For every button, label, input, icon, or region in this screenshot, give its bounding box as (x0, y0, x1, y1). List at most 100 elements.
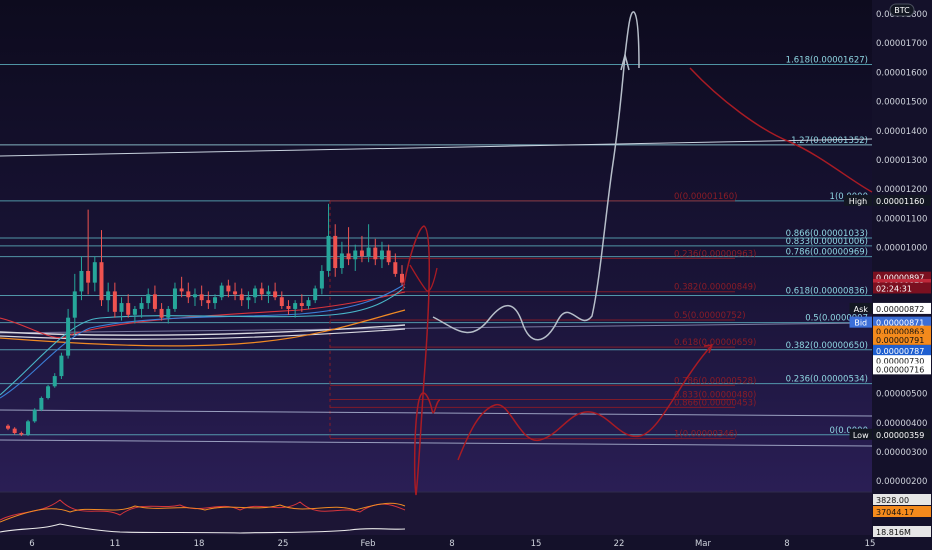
price-tag-bg-9 (873, 355, 931, 367)
projection-path-red-lower (457, 344, 713, 461)
candle-body-28 (192, 294, 197, 298)
candle-body-41 (279, 297, 284, 306)
price-tick-label-3: 0.00001500 (876, 98, 927, 108)
candle-body-12 (86, 270, 91, 283)
loop-path-red-2 (409, 264, 438, 292)
candle-body-37 (253, 288, 258, 298)
candle-body-0 (6, 425, 10, 429)
ma-blue (0, 283, 406, 399)
candle-body-58 (393, 262, 398, 274)
price-tick-label-10: 0.00000400 (876, 419, 927, 429)
price-tick-label-7: 0.00001100 (876, 214, 927, 224)
candle-body-44 (299, 303, 304, 306)
candle-body-27 (186, 291, 191, 298)
drawings-group (402, 11, 873, 496)
candle-body-2 (19, 433, 24, 435)
lower-trendline-a (0, 322, 873, 334)
projection-path-white (432, 11, 640, 341)
candle-body-7 (52, 376, 57, 387)
fib-ext-label-9: 0.236(0.00000534) (786, 375, 868, 385)
candle-body-5 (39, 397, 44, 410)
fib-retracement-group: 0(0.00001160) 0.236(0.00000963) 0.382(0.00… (329, 192, 756, 440)
candle-body-57 (386, 250, 391, 263)
price-tag-bg-5 (873, 316, 931, 328)
price-tag-value-10: 0.00000716 (876, 365, 924, 374)
candle-body-45 (306, 300, 311, 306)
price-tick-label-6: 0.00001200 (876, 185, 927, 195)
symbol-badge-label: BTC (894, 6, 910, 15)
price-tag-name-5: Bid (854, 319, 867, 328)
price-tag-value-4: 0.00000872 (876, 305, 924, 314)
fib-ret-label-0: 0(0.00001160) (674, 192, 737, 202)
trendlines-group (0, 138, 873, 447)
candles-group (6, 203, 404, 436)
loop-path-red (402, 225, 441, 496)
price-tag-value-11: 0.00000359 (876, 431, 924, 440)
ma-white-2 (0, 328, 406, 340)
price-tag-bg-10 (873, 363, 931, 375)
fib-ext-label-6: 0.618(0.00000836) (786, 286, 868, 296)
indicator-tag-bg-1 (873, 506, 931, 517)
candle-body-38 (259, 288, 264, 295)
time-tick-label-0: 6 (29, 539, 34, 549)
price-tick-label-11: 0.00000300 (876, 448, 927, 458)
lower-trendline-b (0, 409, 873, 417)
price-tick-label-2: 0.00001600 (876, 68, 927, 78)
candle-body-30 (206, 300, 211, 304)
candle-body-51 (346, 253, 351, 260)
candle-body-35 (239, 294, 244, 301)
time-tick-label-5: 8 (449, 539, 454, 549)
arrow-head-red (703, 344, 714, 354)
candle-body-9 (66, 317, 71, 356)
arrow-head-white (620, 52, 630, 71)
fib-ext-label-10: 0(0.0000 (830, 426, 868, 436)
price-tag-value-3: 02:24:31 (876, 284, 912, 293)
time-tick-label-9: 8 (784, 539, 789, 549)
price-tick-label-9: 0.00000500 (876, 390, 927, 400)
price-tag-value-1: 0.00000897 (876, 274, 924, 283)
candle-body-56 (379, 250, 384, 260)
candle-body-13 (92, 262, 97, 283)
time-tick-label-8: Mar (695, 539, 712, 549)
candle-body-52 (353, 250, 358, 260)
fib-ret-label-8: 1(0.00000346) (674, 430, 737, 440)
candle-body-11 (79, 270, 84, 292)
price-tag-bg-4 (873, 302, 931, 314)
candle-body-43 (293, 303, 298, 309)
candle-body-42 (286, 306, 291, 309)
candle-body-16 (112, 291, 117, 312)
candle-body-17 (119, 303, 124, 312)
time-tick-label-1: 11 (110, 539, 121, 549)
candle-body-24 (166, 308, 171, 318)
symbol-badge[interactable]: BTC (889, 3, 915, 17)
fib-ext-label-3: 0.866(0.00001033) (786, 229, 868, 239)
price-tags-group: High 0.00001160 0.00000897 0.00000872 02:24:… (844, 194, 931, 440)
candle-body-4 (32, 409, 37, 422)
time-axis-group: 6 11 18 25 Feb 8 15 22 Mar 8 15 (29, 539, 875, 549)
price-tick-label-12: 0.00000200 (876, 477, 927, 487)
fib-ret-label-4: 0.618(0.00000659) (674, 338, 756, 348)
long-trendline (0, 138, 873, 157)
price-tag-bg-1 (873, 271, 931, 283)
indicator-tag-value-2: 18.816M (876, 528, 911, 537)
candle-body-50 (339, 253, 344, 269)
candle-body-53 (359, 250, 364, 257)
candle-body-49 (333, 235, 338, 269)
candle-body-39 (266, 291, 271, 295)
price-tag-name-4: Ask (854, 305, 869, 314)
fib-ret-label-6: 0.833(0.00000480) (674, 390, 756, 400)
candle-body-25 (172, 288, 177, 309)
price-tag-value-6: 0.00000863 (876, 328, 924, 337)
candle-body-36 (246, 297, 251, 301)
oscillator-white (0, 523, 406, 534)
price-tick-label-4: 0.00001400 (876, 127, 927, 137)
candle-body-31 (213, 297, 218, 304)
candle-body-46 (313, 288, 318, 301)
price-tick-label-8: 0.00001000 (876, 244, 927, 254)
price-tag-value-8: 0.00000787 (876, 347, 924, 356)
price-tag-name-bg-5 (849, 316, 872, 328)
ma-white-1 (0, 324, 406, 337)
price-tag-value-7: 0.00000791 (876, 336, 924, 345)
fib-ret-label-3: 0.5(0.00000752) (674, 311, 746, 321)
